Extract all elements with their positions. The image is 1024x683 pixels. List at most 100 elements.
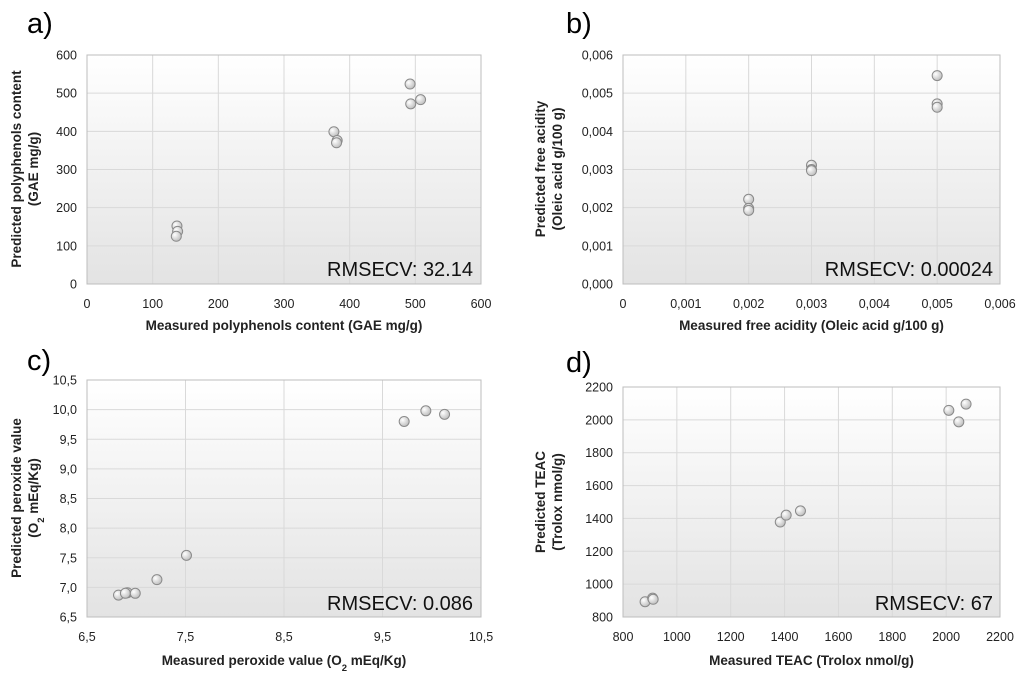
y-tick-label: 0,000 bbox=[582, 278, 613, 292]
y-tick-label: 100 bbox=[56, 239, 77, 253]
y-tick-label: 0,003 bbox=[582, 163, 613, 177]
data-point bbox=[398, 415, 410, 427]
y-tick-label: 1000 bbox=[585, 578, 613, 592]
y-tick-label: 600 bbox=[56, 49, 77, 63]
y-axis-title: Predicted free acidity (Oleic acid g/100 … bbox=[533, 100, 565, 237]
x-tick-label: 2200 bbox=[986, 630, 1014, 644]
data-point bbox=[953, 416, 965, 428]
x-tick-label: 8,5 bbox=[275, 630, 292, 644]
x-tick-label: 0,002 bbox=[733, 297, 764, 311]
data-point bbox=[780, 509, 792, 521]
y-tick-label: 10,5 bbox=[53, 374, 77, 388]
x-tick-label: 0,006 bbox=[984, 297, 1015, 311]
data-point bbox=[180, 549, 192, 561]
rmsecv-annotation: RMSECV: 0.00024 bbox=[825, 259, 993, 281]
data-point bbox=[960, 398, 972, 410]
x-axis-title: Measured polyphenols content (GAE mg/g) bbox=[146, 318, 423, 333]
y-tick-label: 6,5 bbox=[60, 611, 77, 625]
x-tick-label: 200 bbox=[208, 297, 229, 311]
y-tick-label: 10,0 bbox=[53, 403, 77, 417]
y-tick-label: 1400 bbox=[585, 512, 613, 526]
y-tick-label: 8,5 bbox=[60, 492, 77, 506]
x-axis-title: Measured TEAC (Trolox nmol/g) bbox=[709, 653, 914, 668]
x-axis-title: Measured peroxide value (O2 mEq/Kg) bbox=[162, 653, 407, 674]
y-tick-label: 2200 bbox=[585, 381, 613, 395]
y-tick-label: 0,005 bbox=[582, 87, 613, 101]
y-axis-title: Predicted polyphenols content (GAE mg/g) bbox=[9, 70, 41, 268]
y-axis-title-line-2: (Trolox nmol/g) bbox=[550, 453, 565, 551]
x-tick-label: 800 bbox=[613, 630, 634, 644]
y-tick-label: 300 bbox=[56, 163, 77, 177]
data-point bbox=[119, 587, 131, 599]
y-axis-title-line-2: (Oleic acid g/100 g) bbox=[550, 107, 565, 230]
x-tick-label: 300 bbox=[274, 297, 295, 311]
rmsecv-annotation: RMSECV: 32.14 bbox=[327, 259, 473, 281]
y-tick-label: 1600 bbox=[585, 479, 613, 493]
x-tick-label: 2000 bbox=[932, 630, 960, 644]
y-tick-label: 0,001 bbox=[582, 239, 613, 253]
y-tick-label: 0 bbox=[70, 278, 77, 292]
x-tick-label: 6,5 bbox=[78, 630, 95, 644]
x-tick-label: 600 bbox=[471, 297, 492, 311]
panel-label: d) bbox=[566, 347, 592, 379]
panel-4: 800 1000 1200 1400 1600 1800 2000 2200 800 1000 12… bbox=[533, 347, 1014, 668]
data-point bbox=[405, 98, 417, 110]
data-point bbox=[331, 137, 343, 149]
rmsecv-annotation: RMSECV: 0.086 bbox=[327, 593, 473, 615]
rmsecv-annotation: RMSECV: 67 bbox=[875, 593, 993, 615]
x-tick-label: 0 bbox=[84, 297, 91, 311]
y-tick-label: 0,006 bbox=[582, 49, 613, 63]
y-tick-label: 500 bbox=[56, 87, 77, 101]
x-tick-label: 0,004 bbox=[859, 297, 890, 311]
y-tick-label: 9,0 bbox=[60, 462, 77, 476]
data-point bbox=[931, 70, 943, 82]
panel-label: a) bbox=[27, 8, 53, 40]
panel-label: b) bbox=[566, 8, 592, 40]
y-axis-title-line-1: Predicted TEAC bbox=[533, 451, 548, 553]
x-axis-title: Measured free acidity (Oleic acid g/100 … bbox=[679, 318, 944, 333]
x-tick-label: 0,003 bbox=[796, 297, 827, 311]
panel-2: 0 0,001 0,002 0,003 0,004 0,005 0,006 0,000 0,00… bbox=[533, 8, 1016, 333]
y-tick-label: 1200 bbox=[585, 545, 613, 559]
x-tick-label: 1800 bbox=[878, 630, 906, 644]
x-tick-label: 1000 bbox=[663, 630, 691, 644]
data-point bbox=[415, 94, 427, 106]
plot-frame bbox=[86, 379, 482, 618]
y-tick-label: 2000 bbox=[585, 413, 613, 427]
data-point bbox=[794, 505, 806, 517]
panel-3: 6,5 7,5 8,5 9,5 10,5 6,5 7,0 7,5 8,0 8,5 9,0 9,5 10,… bbox=[9, 345, 493, 674]
y-axis-title-line-1: Predicted peroxide value bbox=[9, 418, 24, 578]
data-point bbox=[647, 593, 659, 605]
y-axis-title-line-2: (GAE mg/g) bbox=[26, 132, 41, 206]
plot-area bbox=[623, 387, 1000, 617]
y-tick-label: 0,004 bbox=[582, 125, 613, 139]
data-point bbox=[170, 230, 182, 242]
data-point bbox=[806, 165, 817, 177]
y-tick-label: 9,5 bbox=[60, 433, 77, 447]
data-point bbox=[404, 78, 416, 90]
panel-1: 0 100 200 300 400 500 6000100200300400500600a)… bbox=[9, 8, 491, 333]
plot-frame bbox=[622, 54, 1001, 285]
plot-frame bbox=[622, 386, 1001, 618]
x-tick-label: 100 bbox=[142, 297, 163, 311]
y-axis-title-line-1: Predicted polyphenols content bbox=[9, 70, 24, 268]
data-point bbox=[420, 405, 432, 417]
x-tick-label: 1200 bbox=[717, 630, 745, 644]
y-tick-label: 8,0 bbox=[60, 522, 77, 536]
y-tick-label: 0,002 bbox=[582, 201, 613, 215]
y-tick-label: 200 bbox=[56, 201, 77, 215]
y-tick-label: 400 bbox=[56, 125, 77, 139]
data-point bbox=[129, 587, 141, 599]
x-tick-label: 7,5 bbox=[177, 630, 194, 644]
y-axis-title-line-2: (O2 mEq/Kg) bbox=[26, 458, 47, 538]
x-tick-label: 9,5 bbox=[374, 630, 391, 644]
data-point bbox=[743, 193, 755, 205]
y-tick-label: 1800 bbox=[585, 446, 613, 460]
data-point bbox=[774, 516, 786, 528]
data-point bbox=[439, 408, 451, 420]
panel-label: c) bbox=[27, 345, 51, 377]
data-point bbox=[743, 204, 755, 216]
x-tick-label: 0,001 bbox=[670, 297, 701, 311]
y-tick-label: 800 bbox=[592, 611, 613, 625]
